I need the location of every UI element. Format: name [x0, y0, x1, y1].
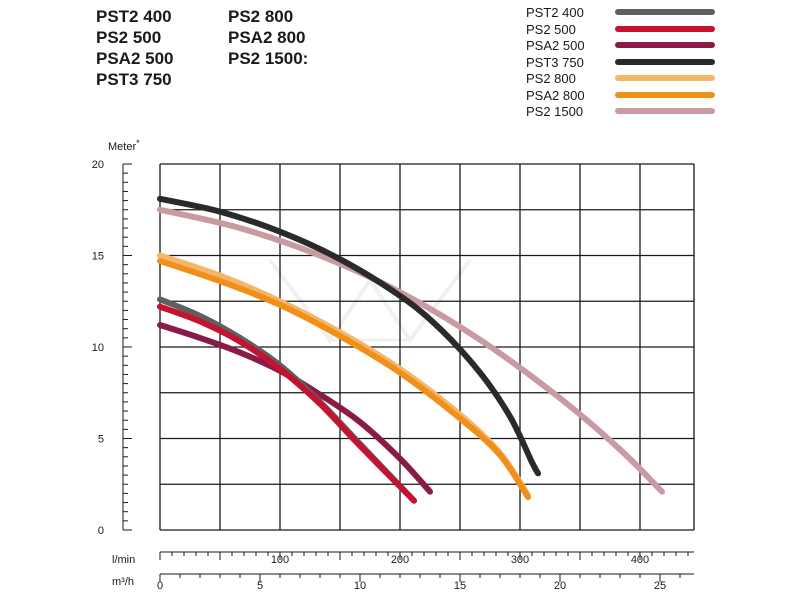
x-tick-label-m3h: 0	[157, 580, 163, 592]
legend-item: PS2 500	[520, 21, 760, 38]
series-line-pst3-750	[157, 195, 541, 477]
legend-label: PSA2 500	[526, 38, 585, 53]
model-name: PS2 800	[228, 7, 294, 26]
model-name: PSA2 800	[228, 28, 306, 47]
model-name: PST2 400	[96, 7, 172, 26]
model-list-right: PS2 800 PSA2 800 PS2 1500:	[228, 6, 308, 69]
legend-swatch	[615, 25, 715, 32]
x-tick-label-m3h: 5	[257, 580, 263, 592]
legend-item: PS2 1500	[520, 103, 760, 120]
chart-legend: PST2 400 PS2 500 PSA2 500 PST3 750 PS2 800 PS…	[520, 4, 760, 120]
y-tick-label: 5	[98, 434, 104, 446]
legend-label: PSA2 800	[526, 87, 585, 103]
y-tick-label: 20	[92, 159, 104, 171]
legend-item: PST2 400	[520, 4, 760, 21]
legend-label: PST2 400	[526, 5, 584, 20]
series-line-ps2-800	[157, 252, 531, 499]
x-tick-label-lmin: 100	[271, 554, 289, 566]
model-name: PS2 1500:	[228, 49, 309, 68]
x-tick-label-m3h: 20	[554, 580, 566, 592]
x-tick-label-m3h: 10	[354, 580, 366, 592]
x-tick-label-m3h: 25	[654, 580, 666, 592]
legend-swatch	[615, 9, 715, 15]
legend-label: PS2 500	[526, 21, 576, 37]
y-label-footnote-mark: *	[136, 138, 140, 148]
legend-item: PST3 750	[520, 54, 760, 71]
y-tick-label: 15	[92, 251, 104, 263]
model-name: PST3 750	[96, 70, 172, 89]
legend-swatch	[615, 91, 715, 98]
legend-item: PS2 800	[520, 70, 760, 87]
series-line-psa2-800	[157, 258, 531, 501]
x-tick-label-lmin: 200	[391, 554, 409, 566]
series-line-ps2-1500	[157, 206, 665, 495]
model-name: PS2 500	[96, 28, 162, 47]
model-name: PSA2 500	[96, 49, 174, 68]
legend-swatch	[615, 108, 715, 114]
legend-swatch	[615, 42, 715, 48]
x-tick-label-lmin: 300	[511, 554, 529, 566]
model-list-left: PST2 400 PS2 500 PSA2 500 PST3 750	[96, 6, 174, 90]
legend-item: PSA2 800	[520, 87, 760, 104]
x-axis-label-m3h: m³/h	[112, 576, 134, 588]
y-axis-label: Meter*	[108, 138, 140, 153]
series-line-pst2-400	[157, 296, 417, 504]
y-tick-label: 10	[92, 342, 104, 354]
x-tick-label-m3h: 15	[454, 580, 466, 592]
legend-label: PS2 1500	[526, 104, 584, 119]
x-tick-label-lmin: 400	[631, 554, 649, 566]
y-tick-label: 0	[98, 525, 104, 537]
series-line-ps2-500	[157, 303, 417, 504]
x-axis-label-lmin: l/min	[112, 554, 135, 566]
legend-label: PS2 800	[526, 71, 576, 86]
legend-swatch	[615, 58, 715, 65]
legend-swatch	[615, 75, 715, 81]
legend-label: PST3 750	[526, 54, 584, 70]
series-line-psa2-500	[157, 322, 433, 495]
legend-item: PSA2 500	[520, 37, 760, 54]
